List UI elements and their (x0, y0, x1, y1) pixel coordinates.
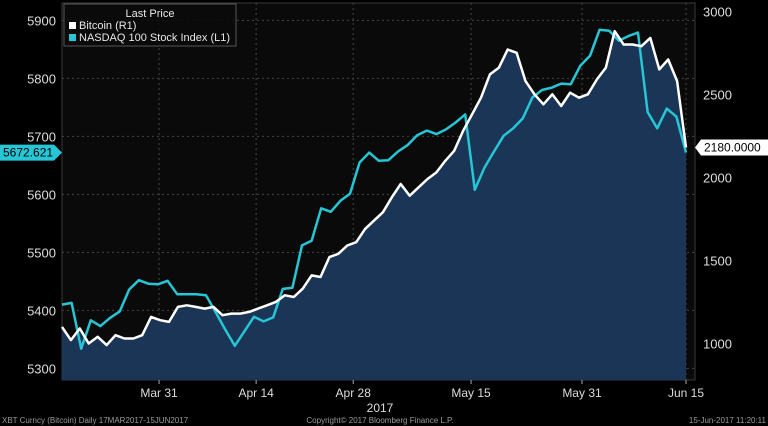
footer-left: XBT Curncy (Bitcoin) Daily 17MAR2017-15J… (2, 416, 189, 425)
nasdaq-line (61, 28, 688, 350)
left-tick-label: 5900 (27, 13, 56, 28)
legend-label-nasdaq: NASDAQ 100 Stock Index (L1) (79, 32, 230, 44)
x-tick-label: May 15 (451, 386, 491, 400)
x-tick-label: May 31 (562, 386, 602, 400)
last-value-right-label: 2180.0000 (704, 140, 761, 154)
left-tick-label: 5700 (27, 129, 56, 144)
legend-label-bitcoin: Bitcoin (R1) (79, 20, 136, 32)
series-lines (60, 28, 688, 350)
left-tick-label: 5600 (27, 187, 56, 202)
right-tick-label: 1000 (703, 336, 732, 351)
bitcoin-area-fill (62, 31, 686, 380)
last-value-left-marker: 5672.621 (0, 144, 62, 161)
right-tick-label: 2500 (703, 87, 732, 102)
legend-box (63, 3, 237, 47)
bitcoin-area (62, 31, 686, 380)
x-tick-label: Apr 28 (336, 386, 372, 400)
left-tick-label: 5400 (27, 303, 56, 318)
footer-right: 15-Jun-2017 11:20:11 (689, 416, 767, 425)
last-value-right-marker: 2180.0000 (695, 139, 768, 156)
x-axis-year-label: 2017 (367, 401, 394, 415)
right-axis-ticks: 1000 1500 2000 2500 3000 (703, 4, 732, 351)
right-tick-label: 3000 (703, 4, 732, 19)
legend-title: Last Price (126, 8, 175, 20)
left-axis-ticks: 5300 5400 5500 5600 5700 5800 5900 (27, 13, 56, 376)
last-value-left-label: 5672.621 (3, 146, 53, 160)
left-tick-label: 5300 (27, 361, 56, 376)
x-tick-label: Apr 14 (238, 386, 274, 400)
legend-swatch-bitcoin (69, 22, 76, 29)
legend-swatch-nasdaq (69, 34, 76, 41)
footer-center: Copyright© 2017 Bloomberg Finance L.P. (306, 416, 453, 425)
x-axis-ticks: Mar 31 Apr 14 Apr 28 May 15 May 31 Jun 15 (140, 380, 704, 400)
left-tick-label: 5500 (27, 245, 56, 260)
legend: Last Price Bitcoin (R1) NASDAQ 100 Stock… (63, 3, 237, 47)
x-tick-label: Mar 31 (140, 386, 178, 400)
bitcoin-line (60, 29, 688, 347)
left-tick-label: 5800 (27, 71, 56, 86)
right-tick-label: 1500 (703, 253, 732, 268)
right-tick-label: 2000 (703, 170, 732, 185)
x-tick-label: Jun 15 (668, 386, 704, 400)
